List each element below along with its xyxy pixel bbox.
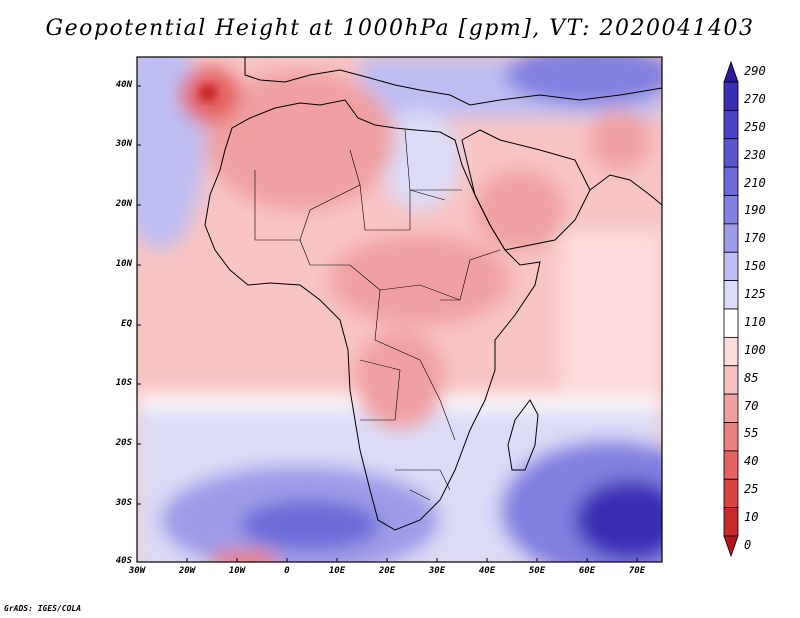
field-southeast-core [575, 480, 662, 560]
colorbar-swatch [723, 365, 739, 395]
asia-coastline [589, 174, 662, 206]
colorbar-swatch [723, 308, 739, 338]
lat-label-30s: 30S [115, 498, 132, 508]
footer-credit: GrADS: IGES/COLA [4, 604, 82, 613]
colorbar-level-label: 210 [744, 175, 766, 190]
colorbar-swatch [723, 422, 739, 452]
colorbar-level-label: 125 [744, 287, 766, 302]
colorbar-swatch [723, 195, 739, 225]
lon-label-30w: 30W [128, 566, 146, 576]
colorbar-level-label: 40 [744, 454, 759, 469]
colorbar-level-label: 70 [744, 398, 759, 413]
lon-label-20e: 20E [378, 566, 396, 576]
lon-label-10e: 10E [328, 566, 346, 576]
colorbar-swatch [723, 507, 739, 537]
lon-label-30e: 30E [428, 566, 446, 576]
border-south [359, 289, 456, 441]
lat-label-30n: 30N [115, 139, 132, 149]
lat-label-40n: 40N [115, 80, 132, 90]
colorbar-bottom-arrow [723, 535, 739, 558]
colorbar-level-label: 270 [744, 91, 766, 106]
europe-coastline [244, 57, 662, 106]
colorbar-level-label: 10 [744, 510, 759, 525]
field-sahara-high [205, 70, 395, 210]
colorbar-swatch [723, 336, 739, 367]
field-egypt-low [380, 110, 460, 210]
colorbar-swatch [723, 251, 739, 282]
colorbar-level-label: 250 [744, 119, 766, 134]
field-arabia-high [475, 170, 565, 250]
colorbar-level-label: 150 [744, 259, 766, 274]
colorbar-swatch [723, 280, 739, 310]
colorbar-level-label: 100 [744, 342, 766, 357]
colorbar-level-label: 25 [744, 482, 759, 497]
border-southern-africa [395, 469, 451, 501]
lat-label-10n: 10N [115, 259, 132, 269]
field-north-low [505, 57, 662, 105]
border-north [349, 129, 446, 201]
lat-label-eq: EQ [121, 319, 132, 329]
colorbar-level-label: 290 [744, 64, 766, 78]
coastlines [204, 57, 662, 531]
colorbar-swatch [723, 81, 739, 111]
field-south-high [210, 550, 280, 562]
lon-label-0: 0 [284, 566, 290, 576]
lon-label-20w: 20W [178, 566, 196, 576]
colorbar-level-label: 0 [744, 538, 752, 552]
lat-label-20n: 20N [115, 199, 132, 209]
africa-coastline [204, 99, 541, 531]
lon-label-40e: 40E [478, 566, 496, 576]
field-south-low-core [240, 500, 380, 550]
colorbar-swatch [723, 109, 739, 140]
field-high-core [199, 84, 217, 102]
colorbar-swatch [723, 450, 739, 480]
colorbar-swatch [723, 138, 739, 168]
colorbar [723, 60, 739, 558]
colorbar-level-label: 170 [744, 231, 766, 246]
border-central [299, 239, 461, 301]
lon-label-10w: 10W [228, 566, 246, 576]
field-indian-ocean [560, 230, 662, 390]
border-east [440, 249, 501, 301]
axis-ticks [137, 85, 638, 562]
colorbar-swatch [723, 166, 739, 196]
colorbar-swatch [723, 478, 739, 509]
colorbar-swatch [723, 223, 739, 253]
map-title: Geopotential Height at 1000hPa [gpm], VT… [45, 16, 755, 41]
colorbar-level-label: 85 [744, 370, 759, 385]
colorbar-top-arrow [723, 60, 739, 83]
country-borders [254, 129, 501, 501]
lat-label-10s: 10S [115, 378, 132, 388]
madagascar-coastline [507, 399, 539, 471]
plot-frame [136, 56, 663, 563]
lon-label-60e: 60E [578, 566, 596, 576]
colorbar-level-label: 190 [744, 203, 766, 218]
colorbar-level-label: 55 [744, 426, 759, 441]
arabia-coastline [461, 129, 591, 251]
colorbar-level-label: 230 [744, 147, 766, 162]
colorbar-level-label: 110 [744, 314, 766, 329]
lon-label-70e: 70E [628, 566, 646, 576]
colorbar-swatch [723, 393, 739, 423]
field-southern-africa-high [355, 330, 445, 430]
lat-label-20s: 20S [115, 438, 132, 448]
field-iran-high [590, 110, 650, 170]
height-field [137, 57, 662, 562]
lat-label-40s: 40S [115, 556, 132, 566]
lon-label-50e: 50E [528, 566, 546, 576]
field-central-high [330, 235, 510, 325]
